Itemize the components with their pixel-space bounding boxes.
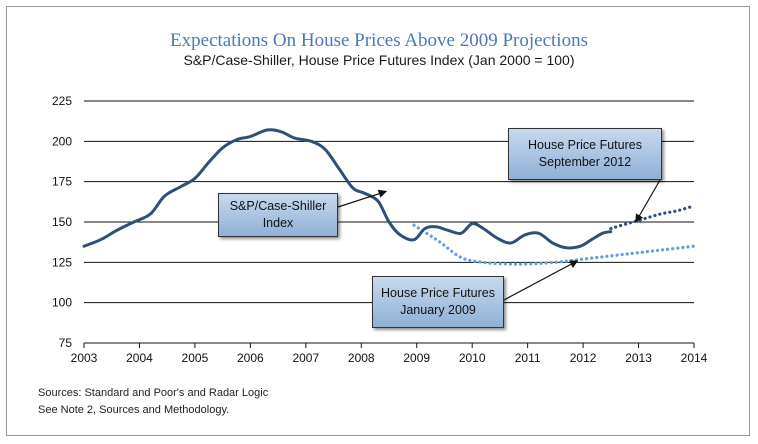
callout-case-shiller-line1: S&P/Case-Shiller: [229, 199, 327, 213]
series-futures-jan-2009: [412, 223, 696, 266]
arrow-futures-jan-2009: [503, 260, 579, 301]
x-tick-label-2010: 2010: [459, 351, 486, 365]
arrow-futures-sep-2012: [635, 179, 661, 223]
arrow-case-shiller-index: [337, 189, 388, 208]
x-tick-label-2007: 2007: [292, 351, 319, 365]
y-tick-label-125: 125: [52, 255, 72, 269]
callout-futures-jan-line1: House Price Futures: [381, 286, 495, 300]
series-futures-sep-2012: [609, 204, 696, 231]
x-tick-label-2009: 2009: [403, 351, 430, 365]
x-tick-label-2008: 2008: [348, 351, 375, 365]
x-tick-label-2004: 2004: [126, 351, 153, 365]
callout-futures-sep-line2: September 2012: [538, 155, 632, 169]
sources-line-1: Sources: Standard and Poor's and Radar L…: [38, 387, 269, 399]
y-tick-label-75: 75: [59, 336, 73, 350]
callout-case-shiller-line2: Index: [262, 216, 294, 230]
x-tick-label-2003: 2003: [71, 351, 98, 365]
x-tick-label-2014: 2014: [681, 351, 708, 365]
y-tick-label-175: 175: [52, 175, 72, 189]
callout-futures-sep-2012: House Price Futures September 2012: [508, 128, 662, 180]
x-tick-label-2006: 2006: [237, 351, 264, 365]
y-tick-label-200: 200: [52, 134, 72, 148]
chart-frame: [6, 6, 750, 436]
callout-futures-jan-2009: House Price Futures January 2009: [372, 276, 504, 328]
chart-title: Expectations On House Prices Above 2009 …: [170, 30, 588, 51]
sources-line-2: See Note 2, Sources and Methodology.: [38, 404, 230, 416]
sources-note: Sources: Standard and Poor's and Radar L…: [38, 385, 268, 419]
y-tick-label-100: 100: [52, 296, 72, 310]
y-tick-label-225: 225: [52, 94, 72, 108]
chart-subtitle: S&P/Case-Shiller, House Price Futures In…: [183, 52, 575, 68]
x-tick-label-2013: 2013: [625, 351, 652, 365]
x-tick-label-2011: 2011: [515, 351, 541, 365]
x-tick-label-2005: 2005: [182, 351, 209, 365]
y-tick-label-150: 150: [52, 215, 72, 229]
callout-futures-sep-line1: House Price Futures: [528, 138, 642, 152]
callout-futures-jan-line2: January 2009: [400, 303, 476, 317]
callout-case-shiller-index: S&P/Case-Shiller Index: [218, 193, 338, 237]
x-tick-label-2012: 2012: [570, 351, 597, 365]
